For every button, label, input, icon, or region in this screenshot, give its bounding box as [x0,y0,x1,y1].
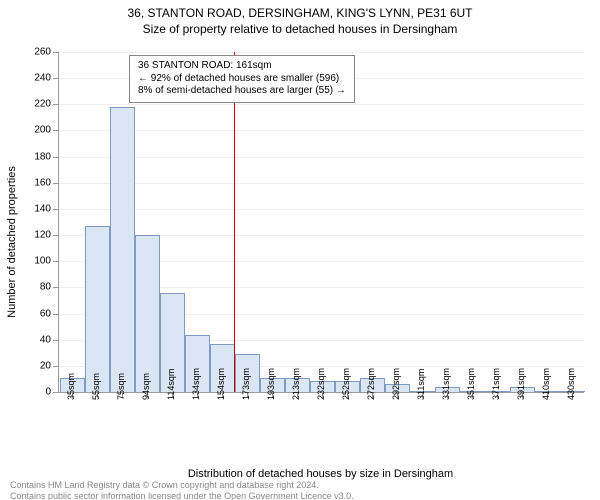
gridline [59,209,584,210]
x-tick-label: 213sqm [291,368,301,400]
x-tick-label: 410sqm [541,368,551,400]
gridline [59,130,584,131]
annotation-box: 36 STANTON ROAD: 161sqm ← 92% of detache… [129,55,355,103]
x-tick-label: 430sqm [566,368,576,400]
x-tick-label: 75sqm [116,373,126,400]
x-tick-label: 292sqm [391,368,401,400]
footer-line: Contains HM Land Registry data © Crown c… [10,480,354,491]
x-tick-label: 311sqm [416,369,426,400]
y-tick-label: 200 [34,125,59,136]
y-tick-label: 120 [34,230,59,241]
y-tick-label: 80 [40,282,59,293]
gridline [59,104,584,105]
y-tick-label: 40 [40,334,59,345]
bar [85,226,110,392]
plot-area: 02040608010012014016018020022024026035sq… [58,52,584,393]
page: 36, STANTON ROAD, DERSINGHAM, KING'S LYN… [0,6,600,500]
x-tick-label: 331sqm [441,368,451,400]
y-tick-label: 160 [34,177,59,188]
x-tick-label: 55sqm [91,373,101,400]
x-tick-label: 351sqm [466,368,476,400]
footer-line: Contains public sector information licen… [10,491,354,500]
y-tick-label: 140 [34,203,59,214]
gridline [59,183,584,184]
x-tick-label: 391sqm [516,368,526,400]
y-axis-label: Number of detached properties [6,166,18,318]
x-tick-label: 252sqm [341,368,351,400]
annotation-line: 36 STANTON ROAD: 161sqm [138,60,346,73]
y-tick-label: 180 [34,151,59,162]
x-tick-label: 272sqm [366,368,376,400]
y-tick-label: 260 [34,47,59,58]
gridline [59,52,584,53]
annotation-line: 8% of semi-detached houses are larger (5… [138,85,346,98]
y-tick-label: 0 [45,387,59,398]
x-axis-label: Distribution of detached houses by size … [188,468,453,480]
x-tick-label: 114sqm [166,369,176,400]
bar [110,107,135,392]
y-tick-label: 100 [34,256,59,267]
histogram-chart: Number of detached properties Distributi… [58,52,583,432]
x-tick-label: 94sqm [141,373,151,400]
x-tick-label: 134sqm [191,368,201,400]
page-subtitle: Size of property relative to detached ho… [0,22,600,36]
y-tick-label: 240 [34,73,59,84]
x-tick-label: 232sqm [316,368,326,400]
y-tick-label: 220 [34,99,59,110]
x-tick-label: 173sqm [241,368,251,400]
gridline [59,157,584,158]
x-tick-label: 193sqm [266,368,276,400]
reference-line [234,52,235,392]
x-tick-label: 35sqm [66,373,76,400]
footer-attribution: Contains HM Land Registry data © Crown c… [10,480,354,500]
annotation-line: ← 92% of detached houses are smaller (59… [138,73,346,86]
y-tick-label: 20 [40,360,59,371]
x-tick-label: 371sqm [491,368,501,400]
page-title: 36, STANTON ROAD, DERSINGHAM, KING'S LYN… [0,6,600,20]
bar [135,235,160,392]
x-tick-label: 154sqm [216,368,226,400]
y-tick-label: 60 [40,308,59,319]
